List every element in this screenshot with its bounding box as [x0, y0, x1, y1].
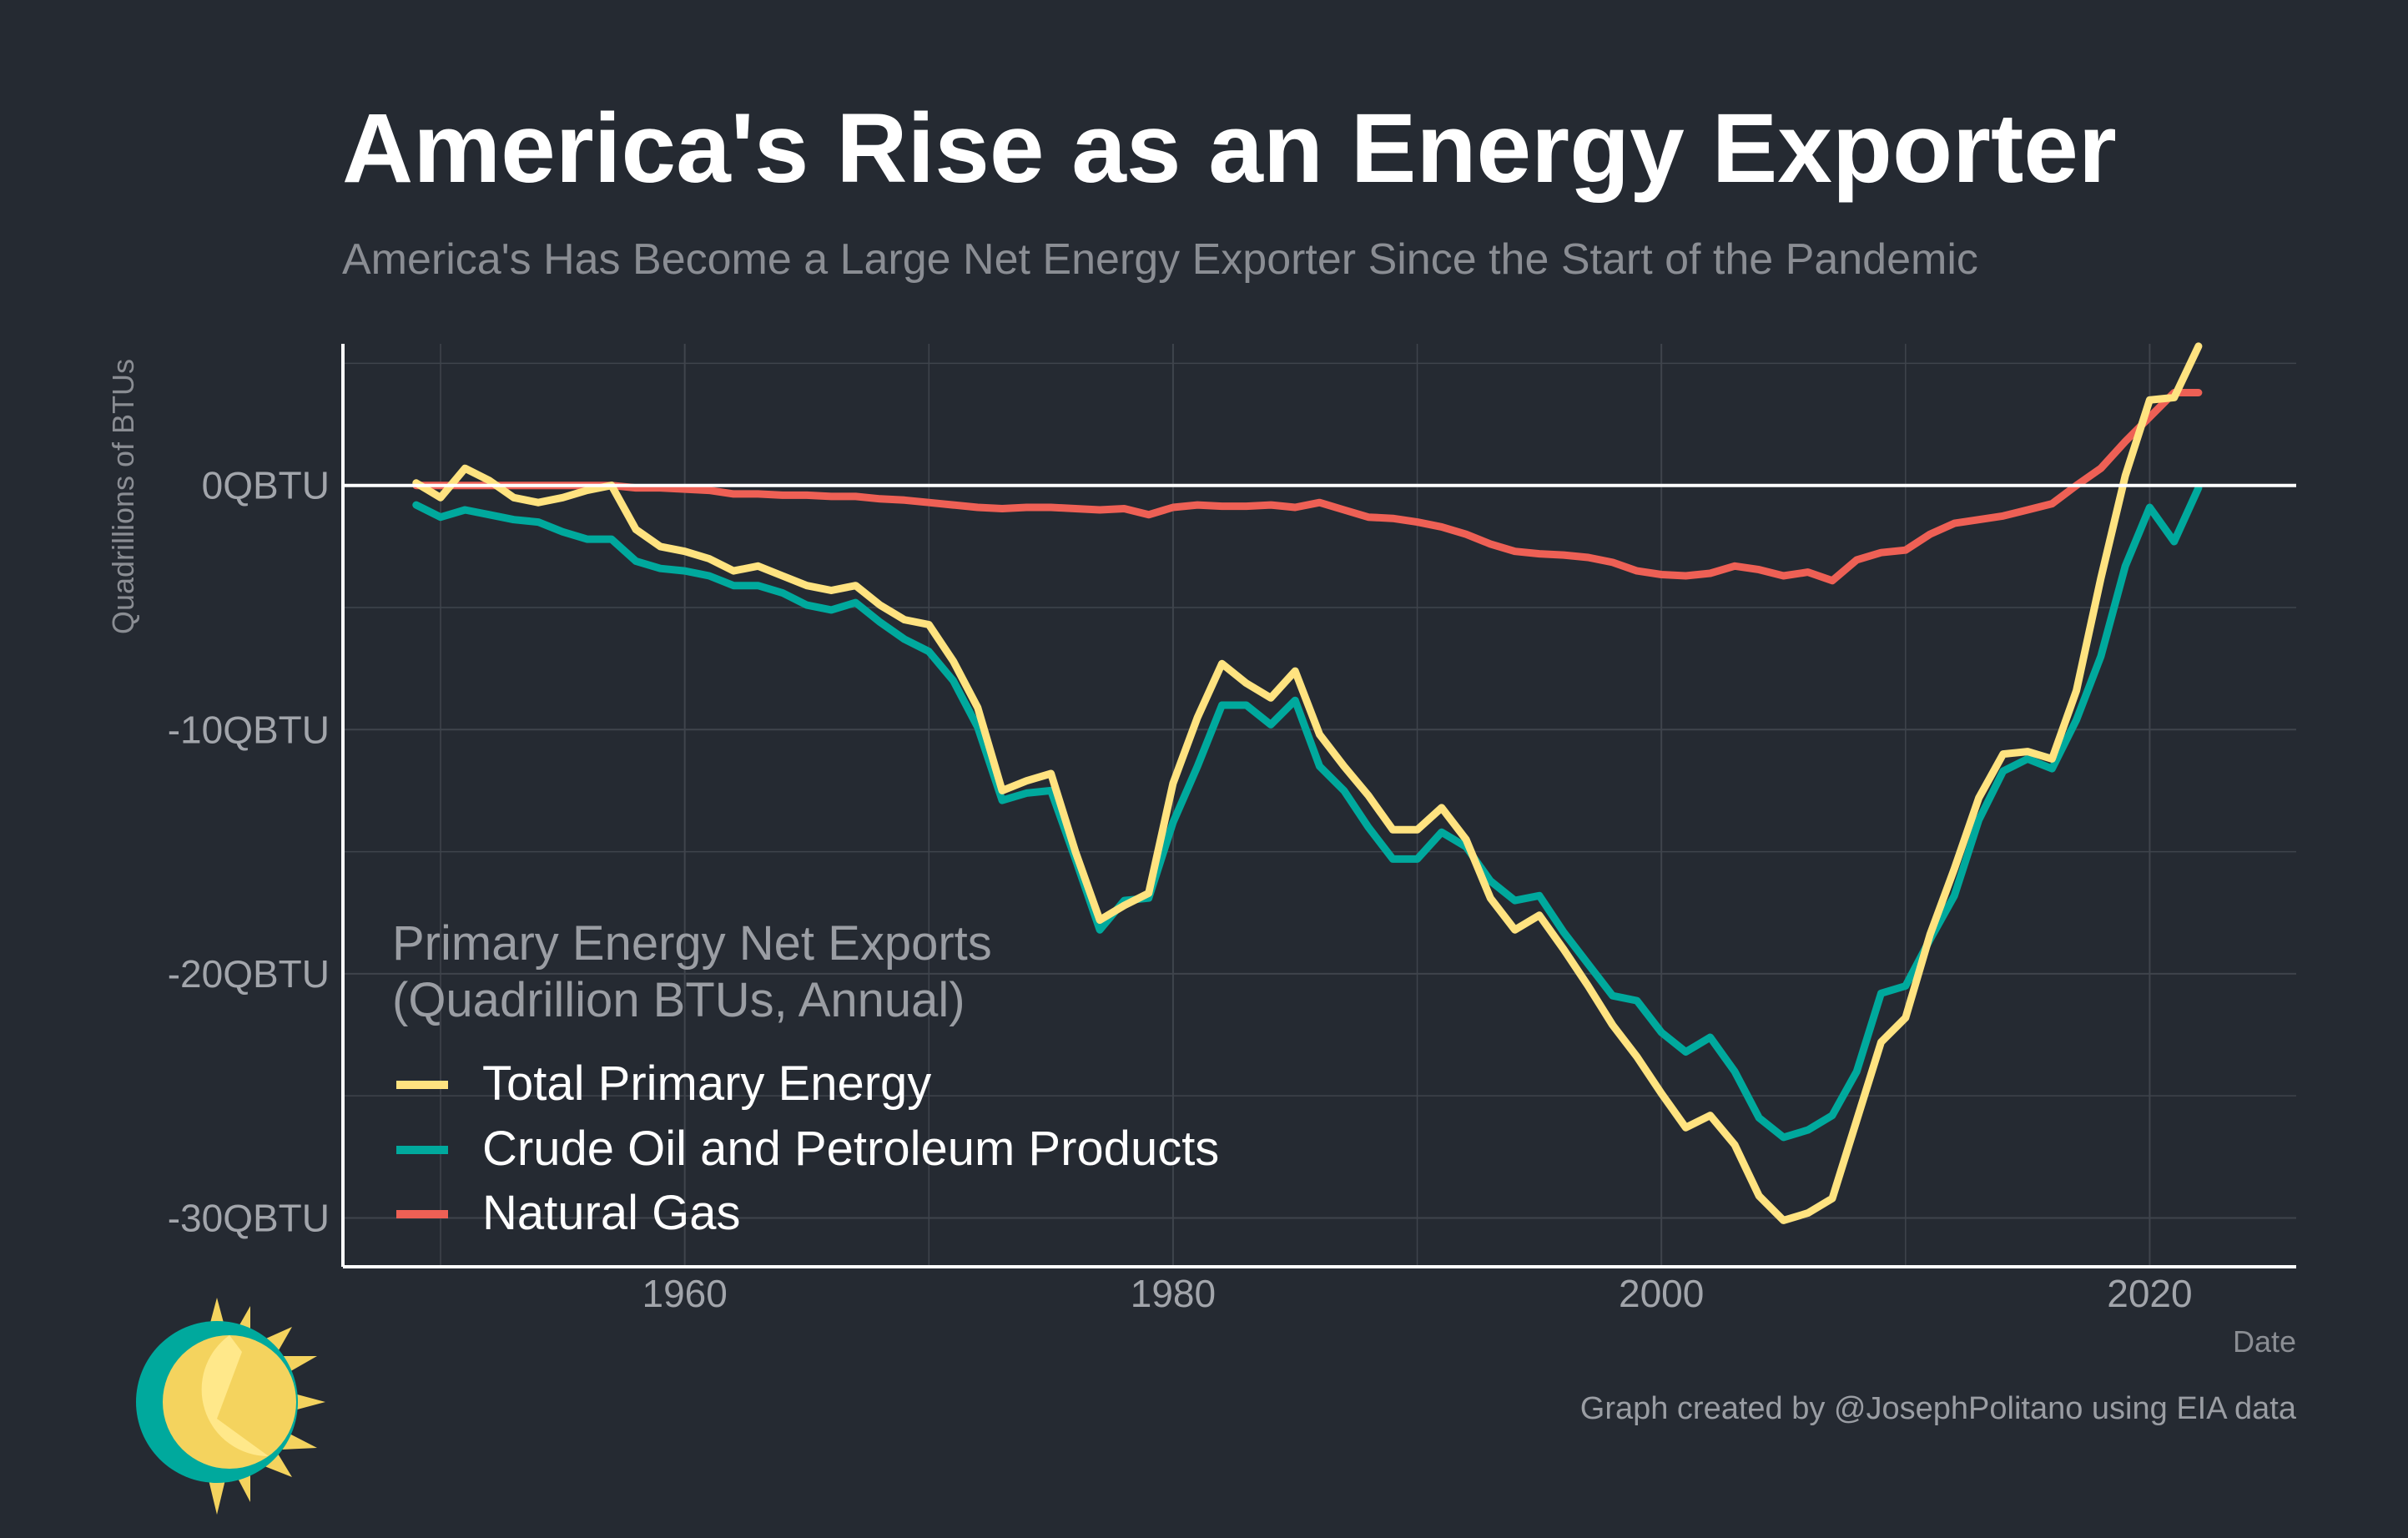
- caption: Graph created by @JosephPolitano using E…: [1580, 1391, 2297, 1426]
- series-line-crude-oil: [412, 484, 2203, 1142]
- chart-title: America's Rise as an Energy Exporter: [342, 93, 2117, 204]
- legend-label-total: Total Primary Energy: [482, 1056, 931, 1111]
- chart-subtitle: America's Has Become a Large Net Energy …: [342, 235, 1978, 284]
- legend-title-line2: (Quadrillion BTUs, Annual): [392, 973, 965, 1027]
- x-tick-label: 2020: [2107, 1272, 2192, 1315]
- series-line-natural-gas: [412, 389, 2203, 585]
- legend-label-gas: Natural Gas: [482, 1186, 740, 1240]
- x-tick-label: 1960: [642, 1272, 728, 1315]
- y-tick-label: -20QBTU: [168, 952, 330, 996]
- series-line-total-primary-energy: [412, 342, 2203, 1224]
- legend-title-line1: Primary Energy Net Exports: [392, 916, 992, 971]
- x-tick-label: 2000: [1619, 1272, 1704, 1315]
- series-lines: [412, 342, 2203, 1224]
- y-tick-label: -10QBTU: [168, 708, 330, 751]
- legend: Primary Energy Net Exports (Quadrillion …: [392, 916, 1219, 1240]
- y-tick-label: -30QBTU: [168, 1196, 330, 1239]
- y-axis-label: Quadrillions of BTUs: [106, 359, 140, 634]
- y-tick-label: 0QBTU: [202, 464, 330, 507]
- x-tick-label: 1980: [1131, 1272, 1216, 1315]
- sun-logo-icon: [136, 1298, 325, 1515]
- x-axis-label: Date: [2233, 1324, 2296, 1359]
- axis-ticks: 0QBTU -10QBTU -20QBTU -30QBTU 1960 1980 2000 20…: [168, 464, 2193, 1315]
- axes: [341, 344, 2296, 1268]
- legend-label-crude: Crude Oil and Petroleum Products: [482, 1122, 1219, 1176]
